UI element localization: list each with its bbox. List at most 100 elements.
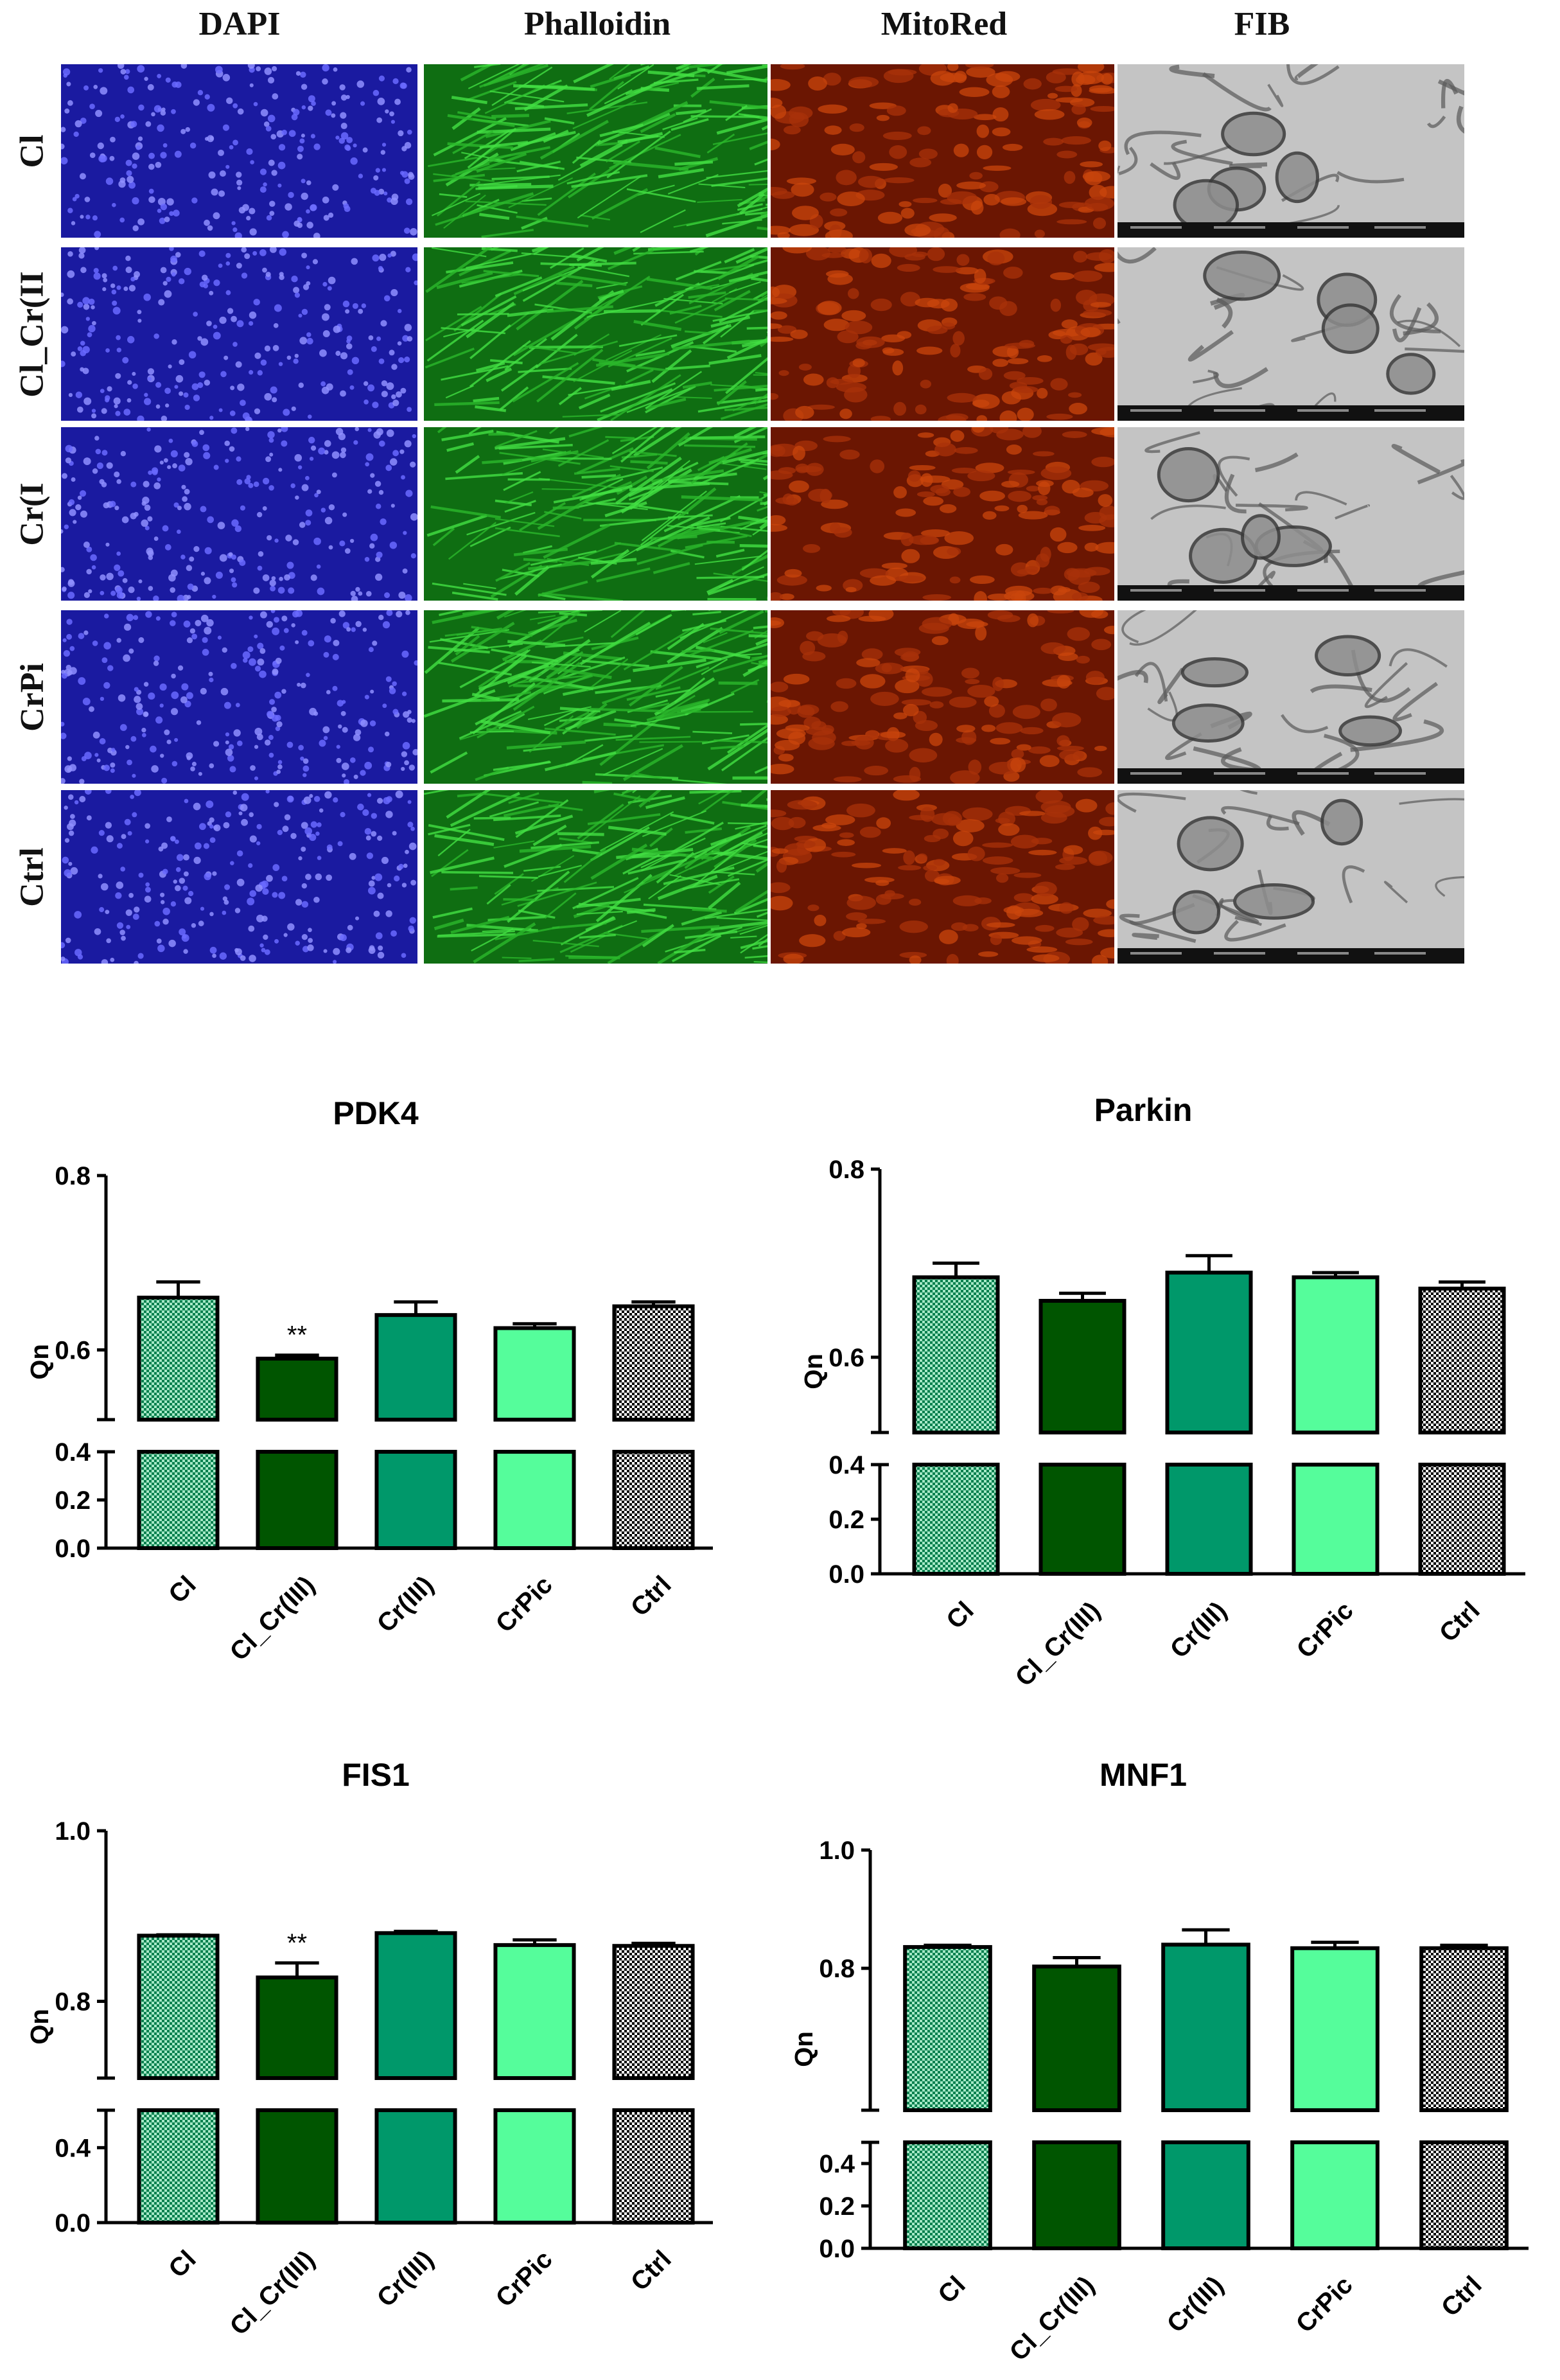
bar-lower [912, 1463, 1000, 1576]
bar-lower [1290, 2140, 1380, 2250]
scale-bar-strip [1117, 948, 1464, 964]
y-tick-label: 0.4 [819, 2150, 855, 2178]
mitored-micrograph [771, 64, 1114, 238]
chart-title: MNF1 [1100, 1757, 1187, 1793]
y-tick-label: 0.2 [828, 1506, 864, 1534]
x-tick-label: Ctrl [1436, 2271, 1487, 2322]
bar-lower [1292, 1463, 1380, 1576]
y-tick-label: 0.6 [828, 1344, 864, 1372]
row-label-text: Cr(I [13, 482, 51, 546]
x-tick-label: Cl_Cr(III) [225, 1571, 320, 1666]
y-axis-label: Qn [26, 1344, 54, 1380]
y-tick-label: 1.0 [55, 1817, 91, 1846]
bar-lower [612, 2108, 695, 2225]
fib-micrograph [1117, 790, 1464, 964]
bar-upper [612, 1944, 695, 2081]
x-tick-label: Cl [941, 1596, 979, 1634]
bar-lower [137, 1450, 220, 1550]
x-tick-label: Cl_Cr(III) [1010, 1596, 1106, 1692]
chart-title: PDK4 [333, 1095, 419, 1131]
chart-title: FIS1 [342, 1757, 410, 1793]
significance-label: ** [287, 1929, 307, 1957]
y-tick-label: 0.4 [55, 2134, 91, 2162]
phalloidin-micrograph [424, 64, 767, 238]
bar-upper [1419, 1946, 1509, 2112]
bar-lower [256, 2108, 338, 2225]
scale-bar-strip [1117, 585, 1464, 601]
y-axis-label: Qn [800, 1353, 828, 1389]
scale-bar-strip [1117, 405, 1464, 421]
bar-upper [256, 1357, 338, 1422]
bar-lower [1032, 2140, 1121, 2250]
row-label-text: Cl_Cr(II [13, 270, 51, 398]
dapi-micrograph [61, 64, 417, 238]
y-tick-label: 0.8 [55, 1988, 91, 2016]
phalloidin-micrograph [424, 247, 767, 421]
bar-lower [256, 1450, 338, 1550]
mitored-micrograph [771, 790, 1114, 964]
dapi-micrograph [61, 610, 417, 784]
column-header-fib: FIB [1234, 6, 1290, 42]
bar-lower [903, 2140, 992, 2250]
column-header-phalloidin: Phalloidin [523, 6, 671, 42]
dapi-micrograph [61, 790, 417, 964]
y-tick-label: 0.0 [55, 2209, 91, 2237]
x-tick-label: CrPic [491, 1571, 558, 1638]
bar-lower [1039, 1463, 1126, 1576]
x-tick-label: Ctrl [626, 1571, 677, 1622]
significance-label: ** [287, 1321, 307, 1350]
row-label-text: Ctrl [13, 847, 51, 907]
bar-upper [256, 1975, 338, 2080]
bar-upper [1039, 1299, 1126, 1434]
bar-lower [1418, 1463, 1506, 1576]
y-tick-label: 0.6 [55, 1336, 91, 1364]
bar-lower [1161, 2140, 1250, 2250]
x-tick-label: CrPic [1291, 2271, 1358, 2338]
x-tick-label: Cl [933, 2271, 970, 2309]
bar-upper [137, 1296, 220, 1422]
x-tick-label: Cr(III) [1165, 1596, 1232, 1664]
x-tick-label: CrPic [491, 2245, 558, 2313]
bar-upper [1161, 1943, 1250, 2112]
y-tick-label: 1.0 [819, 1837, 855, 1865]
bar-lower [1165, 1463, 1253, 1576]
bar-lower [374, 2108, 457, 2225]
x-tick-label: CrPic [1292, 1596, 1359, 1664]
bar-lower [612, 1450, 695, 1550]
y-tick-label: 0.4 [55, 1438, 91, 1467]
x-tick-label: Cl_Cr(III) [225, 2245, 320, 2341]
row-label-text: Cl [13, 134, 51, 168]
phalloidin-micrograph [424, 790, 767, 964]
y-tick-label: 0.0 [819, 2235, 855, 2263]
bar-lower [137, 2108, 220, 2225]
bar-lower [1419, 2140, 1509, 2250]
bar-upper [374, 1931, 457, 2080]
bar-upper [612, 1304, 695, 1422]
x-tick-label: Cl [163, 1571, 201, 1609]
bar-upper [137, 1934, 220, 2080]
bar-upper [1292, 1275, 1380, 1434]
chart-title: Parkin [1094, 1092, 1193, 1128]
row-label: Cr(I [0, 427, 64, 601]
y-tick-label: 0.8 [819, 1955, 855, 1983]
column-header-dapi: DAPI [198, 6, 281, 42]
y-tick-label: 0.2 [819, 2192, 855, 2221]
row-label: Ctrl [0, 790, 64, 964]
bar-upper [903, 1944, 992, 2113]
bar-upper [493, 1326, 576, 1422]
chart-mnf1: MNF1 Qn Cl Cl_Cr(III) Cr(III) CrPic Ctrl 0.0 0.2… [771, 1734, 1560, 2377]
x-tick-label: Cr(III) [372, 2245, 439, 2313]
row-label: CrPi [0, 610, 64, 784]
mitored-micrograph [771, 610, 1114, 784]
x-tick-label: Ctrl [1434, 1596, 1486, 1648]
dapi-micrograph [61, 427, 417, 601]
bar-upper [1290, 1946, 1380, 2112]
y-tick-label: 0.0 [828, 1560, 864, 1589]
bar-upper [1165, 1271, 1253, 1435]
bar-lower [493, 2108, 576, 2225]
phalloidin-micrograph [424, 427, 767, 601]
bar-lower [493, 1450, 576, 1550]
x-tick-label: Cl [163, 2245, 201, 2283]
phalloidin-micrograph [424, 610, 767, 784]
